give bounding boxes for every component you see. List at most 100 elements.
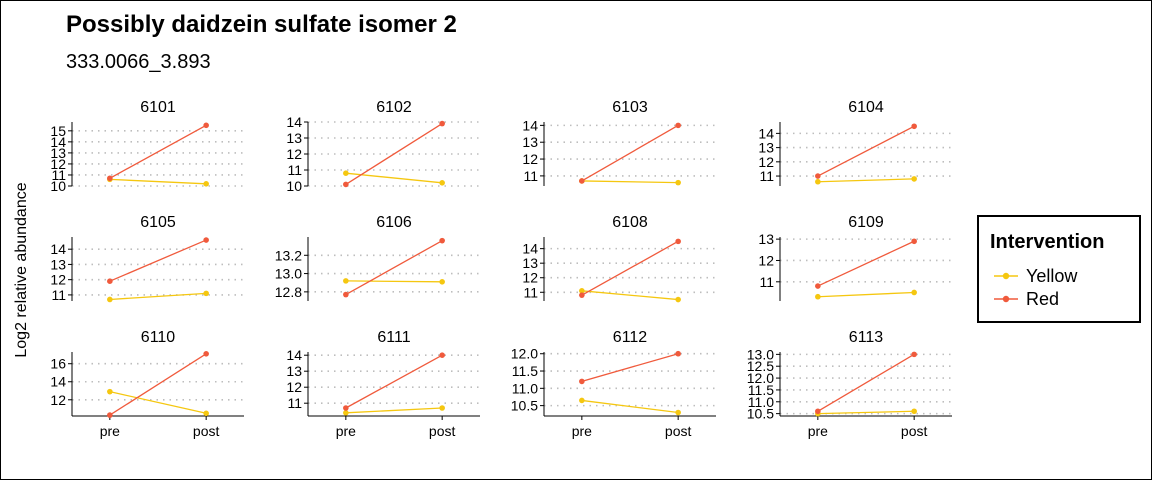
series-line-red — [109, 353, 207, 416]
y-tick-label: 14 — [522, 117, 538, 133]
y-tick-label: 14 — [50, 241, 66, 257]
point-red-pre — [579, 292, 585, 298]
point-red-pre — [107, 412, 113, 418]
point-red-post — [439, 237, 445, 244]
y-tick-label: 15 — [50, 123, 66, 139]
series-line-red — [817, 353, 915, 412]
y-tick-label: 12.0 — [747, 370, 774, 386]
point-red-post — [675, 122, 681, 129]
panel-6113: 6113 10.511.011.512.012.513.0 pre post — [747, 329, 952, 439]
series-line-yellow — [109, 178, 207, 185]
y-tick-label: 12 — [286, 146, 302, 162]
series-line-red — [817, 240, 915, 287]
legend-title: Intervention — [990, 231, 1104, 253]
panel-title: 6105 — [140, 214, 176, 231]
y-tick-label: 12.8 — [275, 284, 302, 300]
y-tick-label: 14 — [758, 125, 774, 141]
legend-item-red: Red — [1026, 289, 1059, 309]
y-tick-label: 12 — [758, 154, 774, 170]
y-tick-label: 10 — [286, 178, 302, 194]
series-line-red — [109, 124, 207, 179]
series-line-yellow — [581, 399, 679, 414]
point-yellow-post — [675, 296, 681, 303]
y-tick-label: 13 — [50, 145, 66, 161]
y-tick-label: 13 — [758, 140, 774, 156]
panel-title: 6104 — [848, 99, 884, 116]
y-tick-label: 10 — [50, 178, 66, 194]
point-yellow-post — [439, 279, 445, 285]
y-tick-label: 13 — [50, 256, 66, 272]
series-line-red — [817, 125, 915, 177]
x-tick-label: pre — [100, 423, 120, 439]
chart-title: Possibly daidzein sulfate isomer 2 — [66, 11, 457, 38]
y-tick-label: 11 — [287, 395, 302, 411]
series-line-yellow — [817, 178, 915, 183]
x-tick-label: pre — [336, 423, 356, 439]
panel-title: 6108 — [612, 214, 648, 231]
y-tick-label: 12 — [758, 252, 774, 268]
y-tick-label: 12.0 — [511, 346, 538, 362]
series-line-yellow — [109, 292, 207, 301]
point-red-post — [911, 238, 917, 245]
y-tick-label: 12 — [522, 151, 538, 167]
y-tick-label: 11 — [523, 168, 538, 184]
point-red-pre — [107, 175, 113, 182]
y-tick-label: 14 — [50, 134, 66, 150]
panel-6110: 6110 12 14 16 pre post — [50, 329, 244, 439]
point-yellow-pre — [343, 170, 349, 176]
panel-title: 6101 — [140, 99, 176, 116]
panel-6112: 6112 10.5 11.011.512.0 pre post — [511, 329, 716, 439]
legend-box — [977, 215, 1141, 323]
y-tick-label: 14 — [286, 114, 302, 130]
y-tick-label: 11 — [287, 162, 302, 178]
y-tick-label: 12.5 — [747, 358, 774, 374]
series-line-red — [581, 240, 679, 296]
y-tick-label: 16 — [50, 356, 66, 372]
panel-title: 6113 — [849, 329, 884, 346]
legend-yellow-point-icon — [1002, 272, 1010, 280]
panel-title: 6103 — [612, 99, 648, 116]
y-tick-label: 13 — [286, 130, 302, 146]
panel-title: 6112 — [613, 329, 648, 346]
series-line-red — [581, 353, 679, 383]
y-tick-label: 11.0 — [748, 394, 774, 410]
point-yellow-pre — [343, 410, 349, 416]
point-red-pre — [815, 173, 821, 179]
point-yellow-post — [911, 408, 917, 415]
series-line-yellow — [345, 407, 443, 414]
point-red-pre — [579, 378, 585, 385]
point-red-pre — [815, 283, 821, 289]
point-red-pre — [343, 291, 349, 298]
point-yellow-post — [675, 409, 681, 416]
y-tick-label: 11.5 — [512, 363, 538, 379]
series-line-red — [345, 123, 443, 185]
x-tick-label: post — [429, 423, 456, 439]
panel-title: 6111 — [377, 329, 410, 346]
y-tick-label: 13.0 — [275, 266, 302, 282]
point-yellow-post — [203, 410, 209, 417]
point-yellow-post — [439, 405, 445, 411]
point-red-post — [675, 350, 681, 357]
series-line-yellow — [581, 180, 679, 184]
point-red-post — [203, 122, 209, 129]
legend-item-yellow: Yellow — [1026, 266, 1078, 286]
y-tick-label: 11 — [759, 168, 774, 184]
y-axis-label: Log2 relative abundance — [13, 182, 30, 357]
y-tick-label: 12 — [50, 392, 66, 408]
y-tick-label: 12 — [50, 156, 66, 172]
series-line-yellow — [817, 291, 915, 298]
series-line-red — [581, 124, 679, 182]
point-yellow-pre — [107, 388, 113, 395]
panel-6109: 6109 11 12 13 — [758, 214, 952, 301]
point-yellow-pre — [815, 178, 821, 185]
y-tick-label: 14 — [522, 241, 538, 257]
series-line-red — [109, 239, 207, 282]
point-red-post — [439, 352, 445, 359]
